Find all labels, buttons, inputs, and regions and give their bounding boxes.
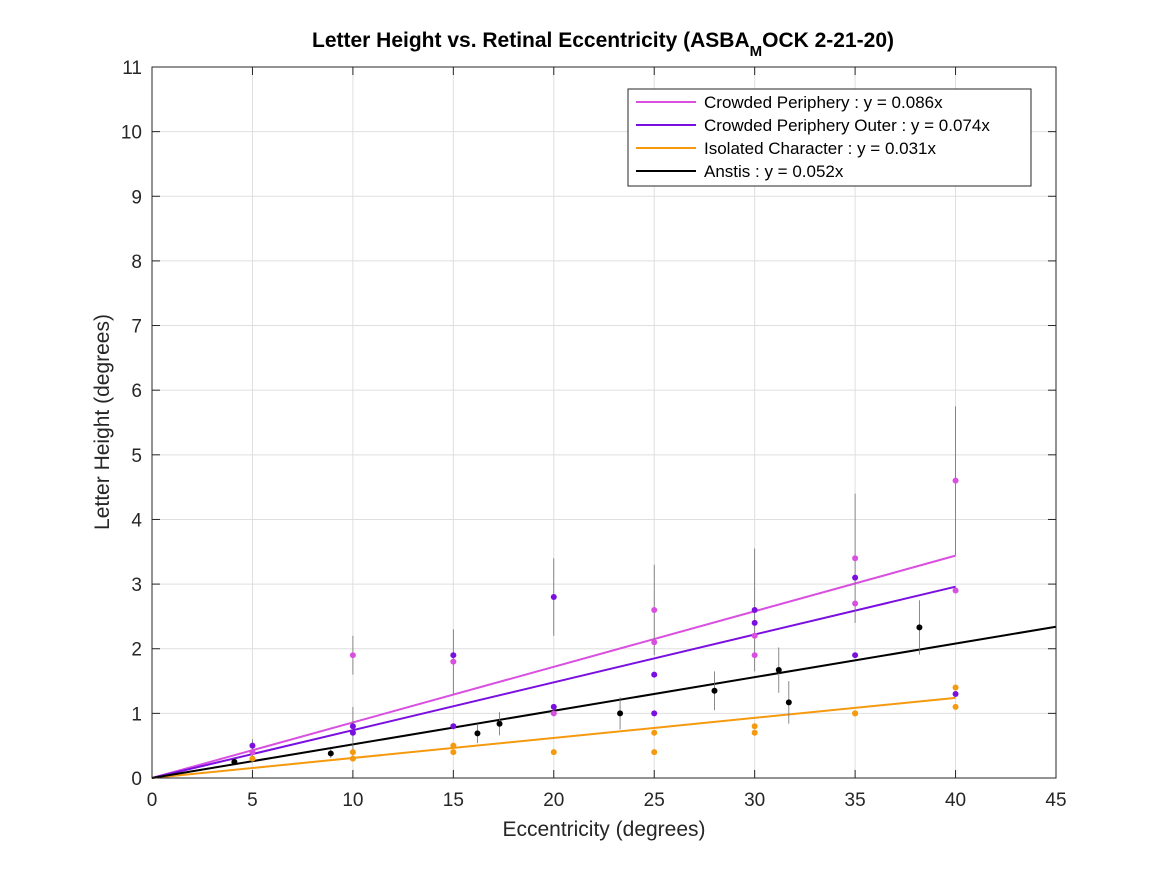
y-tick-label: 6 <box>131 381 142 402</box>
data-point-series-2 <box>952 703 959 710</box>
data-point-series-3 <box>231 758 238 765</box>
x-tick-label: 30 <box>744 790 765 811</box>
legend-entry: Isolated Character : y = 0.031x <box>704 139 936 158</box>
x-tick-label: 0 <box>147 790 158 811</box>
data-point-series-1 <box>751 619 758 626</box>
data-point-series-2 <box>450 742 457 749</box>
data-point-series-0 <box>349 652 356 659</box>
chart-title-main: Letter Height vs. Retinal Eccentricity (… <box>312 29 750 52</box>
y-tick-label: 0 <box>131 769 142 790</box>
data-point-series-1 <box>550 703 557 710</box>
y-axis-label: Letter Height (degrees) <box>91 314 114 530</box>
legend-entry: Crowded Periphery : y = 0.086x <box>704 93 943 112</box>
data-point-series-3 <box>496 720 503 727</box>
data-point-series-2 <box>952 684 959 691</box>
data-point-series-2 <box>349 749 356 756</box>
data-point-series-0 <box>550 710 557 717</box>
data-point-series-2 <box>852 710 859 717</box>
data-points <box>231 406 959 766</box>
data-point-series-1 <box>651 671 658 678</box>
legend-entry: Anstis : y = 0.052x <box>704 162 844 181</box>
fit-line-series-0 <box>151 554 956 779</box>
x-axis-label: Eccentricity (degrees) <box>502 818 705 841</box>
x-tick-label: 35 <box>845 790 866 811</box>
y-tick-label: 9 <box>131 187 142 208</box>
data-point-series-2 <box>751 729 758 736</box>
chart-title-end: OCK 2-21-20) <box>762 29 894 52</box>
chart-title-subscript: M <box>750 43 763 60</box>
legend: Crowded Periphery : y = 0.086x Crowded Pe… <box>627 88 1032 187</box>
legend-box <box>627 88 1032 187</box>
data-point-series-1 <box>550 594 557 601</box>
data-point-series-0 <box>952 587 959 594</box>
data-point-series-1 <box>952 690 959 697</box>
data-point-series-1 <box>852 574 859 581</box>
x-tick-label: 15 <box>443 790 464 811</box>
data-point-series-2 <box>651 749 658 756</box>
x-tick-label: 25 <box>644 790 665 811</box>
data-point-series-0 <box>249 749 256 756</box>
data-point-series-1 <box>450 723 457 730</box>
data-point-series-3 <box>327 750 334 757</box>
data-point-series-2 <box>651 729 658 736</box>
x-tick-label: 40 <box>945 790 966 811</box>
data-point-series-1 <box>249 742 256 749</box>
data-point-series-1 <box>651 710 658 717</box>
data-point-series-3 <box>775 667 782 674</box>
x-tick-label: 5 <box>247 790 258 811</box>
data-point-series-2 <box>349 755 356 762</box>
data-point-series-1 <box>450 652 457 659</box>
data-point-series-0 <box>751 652 758 659</box>
y-tick-label: 5 <box>131 446 142 467</box>
y-tick-label: 11 <box>122 58 142 79</box>
y-tick-label: 7 <box>131 317 142 338</box>
y-tick-label: 4 <box>131 510 142 531</box>
x-axis-ticks: 0 5 10 15 20 25 30 35 40 45 <box>147 67 1067 811</box>
legend-entry: Crowded Periphery Outer : y = 0.074x <box>704 116 990 135</box>
data-point-series-1 <box>751 606 758 613</box>
data-point-series-1 <box>349 723 356 730</box>
y-tick-label: 1 <box>131 704 142 725</box>
data-point-series-0 <box>852 600 859 607</box>
data-point-series-3 <box>617 710 624 717</box>
data-point-series-0 <box>651 606 658 613</box>
data-point-series-0 <box>651 639 658 646</box>
data-point-series-0 <box>952 477 959 484</box>
data-point-series-2 <box>249 755 256 762</box>
data-point-series-0 <box>751 632 758 639</box>
data-point-series-3 <box>711 687 718 694</box>
y-tick-label: 10 <box>121 123 142 144</box>
fit-lines <box>151 554 1057 779</box>
y-tick-label: 8 <box>131 252 142 273</box>
y-tick-label: 2 <box>131 640 142 661</box>
plot-frame <box>151 66 1057 779</box>
y-tick-label: 3 <box>131 575 142 596</box>
chart-title: Letter Height vs. Retinal Eccentricity (… <box>312 29 894 60</box>
x-tick-label: 20 <box>543 790 564 811</box>
y-axis-ticks: 0 1 2 3 4 5 6 7 8 9 10 11 <box>121 58 1056 790</box>
x-tick-label: 45 <box>1045 790 1066 811</box>
data-point-series-2 <box>550 749 557 756</box>
data-point-series-0 <box>450 658 457 665</box>
data-point-series-2 <box>450 749 457 756</box>
data-point-series-1 <box>852 652 859 659</box>
data-point-series-3 <box>474 730 481 737</box>
fit-line-series-3 <box>151 625 1057 779</box>
x-tick-label: 10 <box>342 790 363 811</box>
fit-line-series-1 <box>151 585 956 779</box>
fit-line-series-2 <box>151 696 956 779</box>
data-point-series-3 <box>785 699 792 706</box>
data-point-series-3 <box>916 624 923 631</box>
data-point-series-0 <box>852 555 859 562</box>
data-point-series-1 <box>349 729 356 736</box>
data-point-series-2 <box>751 723 758 730</box>
